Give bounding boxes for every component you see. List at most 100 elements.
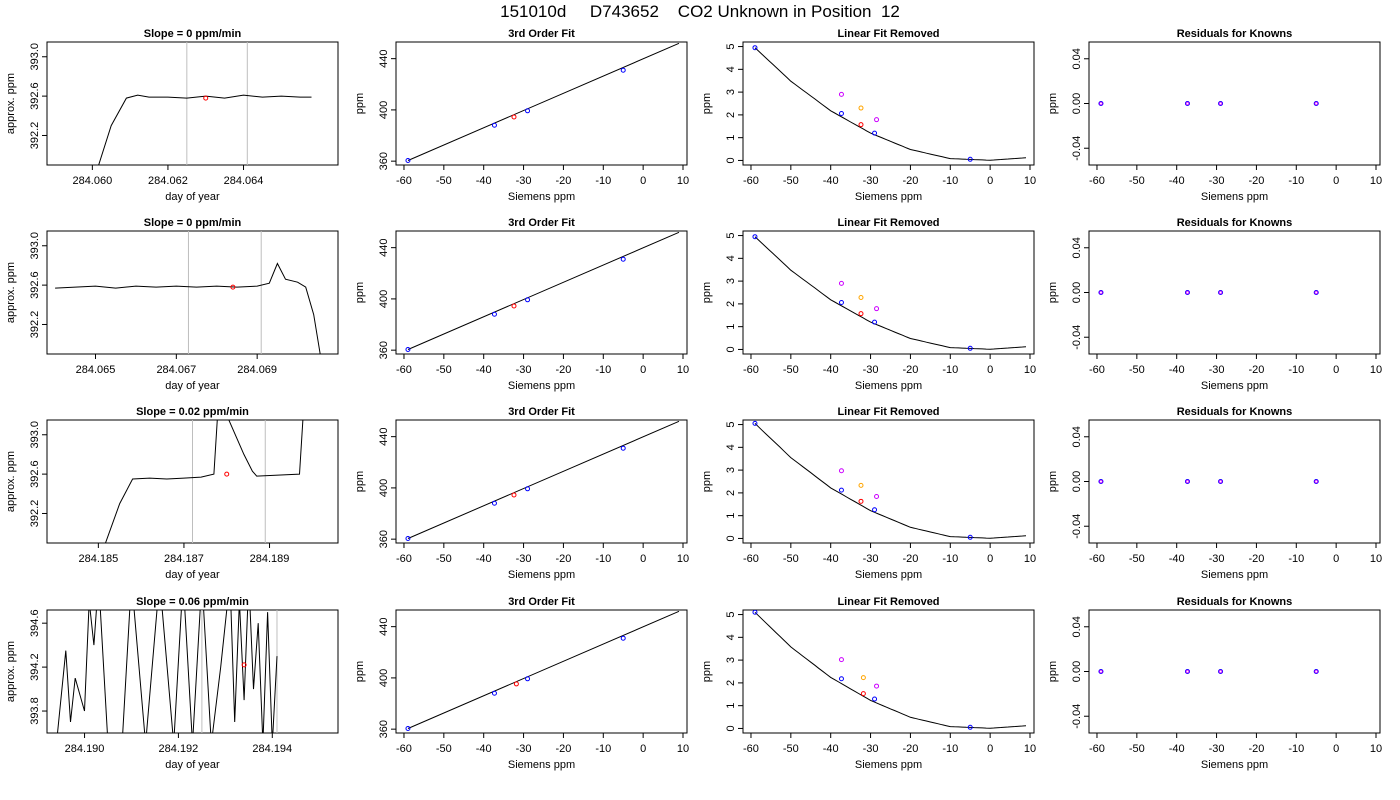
low-point (858, 295, 864, 301)
plot-area (1098, 101, 1319, 106)
plot-area (752, 420, 1027, 540)
x-tick-label: 0 (640, 553, 646, 565)
x-tick-label: 0 (1333, 364, 1339, 376)
y-axis-label: ppm (701, 661, 713, 682)
unknown-point (858, 311, 864, 317)
standard-point (525, 676, 531, 682)
panel-title: Slope = 0.06 ppm/min (136, 596, 249, 608)
x-tick-label: -10 (1288, 743, 1304, 755)
y-axis-label: ppm (1047, 661, 1059, 682)
y-tick-label: 4 (725, 634, 737, 640)
y-tick-label: 5 (725, 421, 737, 427)
high-point (838, 468, 844, 474)
y-axis-label: approx. ppm (5, 641, 17, 702)
plot-area (752, 610, 1027, 730)
standard-point (752, 610, 758, 615)
y-tick-label: 0.04 (1071, 616, 1083, 637)
plot-area (752, 45, 1027, 162)
x-tick-label: -30 (863, 175, 879, 187)
x-tick-label: 10 (677, 364, 689, 376)
x-axis-label: Siemens ppm (508, 380, 575, 392)
y-tick-label: 3 (725, 467, 737, 473)
standard-point (525, 297, 531, 303)
x-tick-label: 284.192 (159, 743, 199, 755)
y-tick-label: 392.6 (29, 460, 41, 488)
x-tick-label: -10 (595, 743, 611, 755)
x-axis-label: day of year (165, 569, 220, 581)
x-tick-label: -50 (783, 175, 799, 187)
plot-frame (395, 41, 688, 166)
plot-frame (742, 41, 1035, 166)
plot-frame (742, 419, 1035, 544)
x-tick-label: -60 (396, 364, 412, 376)
standard-point (405, 158, 411, 164)
y-tick-label: 440 (378, 49, 390, 67)
x-tick-label: -30 (1209, 553, 1225, 565)
x-tick-label: 10 (1024, 364, 1036, 376)
x-tick-label: 284.067 (156, 364, 196, 376)
x-tick-label: -30 (1209, 364, 1225, 376)
x-tick-label: -50 (436, 364, 452, 376)
plot-frame (1088, 419, 1381, 544)
standard-point (620, 67, 626, 73)
y-tick-label: 400 (378, 669, 390, 687)
panel-title: 3rd Order Fit (508, 217, 575, 229)
x-tick-label: 284.190 (65, 743, 105, 755)
unknown-point (511, 114, 517, 120)
x-tick-label: -50 (1129, 175, 1145, 187)
x-tick-label: 284.069 (237, 364, 277, 376)
plot-frame (395, 419, 688, 544)
y-tick-label: 1 (725, 135, 737, 141)
x-tick-label: -20 (555, 364, 571, 376)
standard-point (838, 676, 844, 682)
residual-point (1218, 669, 1224, 674)
x-tick-label: -50 (1129, 553, 1145, 565)
x-tick-label: 0 (1333, 743, 1339, 755)
plot-frame (46, 609, 339, 734)
panel-title: Slope = 0.02 ppm/min (136, 406, 249, 418)
plot-frame (1088, 230, 1381, 355)
x-tick-label: 10 (677, 743, 689, 755)
x-tick-label: -60 (1089, 364, 1105, 376)
x-tick-label: -50 (783, 743, 799, 755)
x-tick-label: 284.189 (250, 553, 290, 565)
x-axis-label: day of year (165, 380, 220, 392)
chart-panel-3-trace: 284.190 284.192 284.194 393.8 394.2 394.6 day … (5, 609, 339, 771)
panel-title: Residuals for Knowns (1177, 28, 1293, 40)
residual-point (1313, 290, 1319, 295)
y-tick-label: 1 (725, 703, 737, 709)
plot-area (57, 610, 278, 733)
residual-point (1218, 290, 1224, 295)
x-tick-label: -20 (555, 175, 571, 187)
y-axis-label: ppm (701, 471, 713, 492)
x-tick-label: 0 (987, 553, 993, 565)
y-axis-label: ppm (701, 93, 713, 114)
plot-area (104, 420, 304, 543)
x-tick-label: 284.064 (224, 175, 264, 187)
y-tick-label: 2 (725, 112, 737, 118)
x-tick-label: -20 (555, 743, 571, 755)
plot-frame (395, 609, 688, 734)
residual-point-overlay (1218, 290, 1223, 295)
x-tick-label: -30 (1209, 743, 1225, 755)
y-tick-label: 440 (378, 238, 390, 256)
y-tick-label: 0.04 (1071, 48, 1083, 69)
low-point (860, 675, 866, 681)
x-tick-label: 10 (1370, 175, 1382, 187)
standard-point (405, 726, 411, 732)
unknown-point (230, 284, 236, 290)
chart-panel-2-fit: -60 -50 -40 -30 -20 -10 0 10 360 400 440 Siemens pp… (354, 419, 689, 581)
residual-point (1098, 290, 1104, 295)
standard-point (872, 507, 878, 513)
y-tick-label: 0.00 (1071, 93, 1083, 114)
y-tick-label: 2 (725, 301, 737, 307)
x-tick-label: 0 (987, 364, 993, 376)
plot-frame (1088, 609, 1381, 734)
x-tick-label: -10 (942, 553, 958, 565)
chart-panel-2-residuals: -60 -50 -40 -30 -20 -10 0 10 -0.04 0.00 0.04 Siemen… (1047, 419, 1382, 581)
x-tick-label: -40 (476, 175, 492, 187)
x-tick-label: -40 (476, 553, 492, 565)
chart-panel-1-residuals: -60 -50 -40 -30 -20 -10 0 10 -0.04 0.00 0.04 Siemen… (1047, 230, 1382, 392)
x-tick-label: -50 (783, 364, 799, 376)
